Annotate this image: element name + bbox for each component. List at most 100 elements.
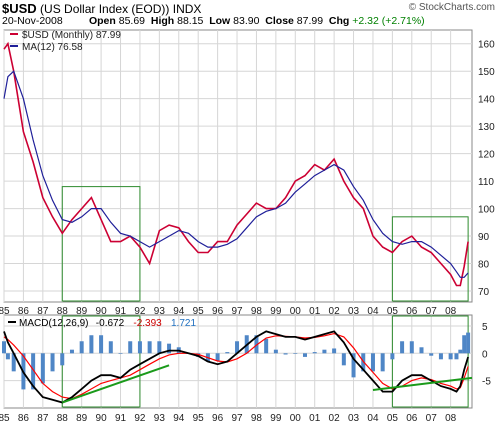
exchange: INDX [172,2,202,16]
histogram-bar [157,341,162,354]
price-y-tick-label: 90 [478,232,490,243]
histogram-bar [79,341,84,354]
histogram-bar [128,341,133,354]
histogram-bar [462,335,467,354]
histogram-bar [448,353,453,360]
histogram-bar [302,353,307,357]
legend-swatch-macd [8,321,16,323]
macd-x-tick-label: 87 [37,413,49,424]
price-y-tick-label: 120 [478,150,495,161]
histogram-bar [215,353,220,361]
legend-swatch-ma [10,45,18,47]
histogram-bar [458,349,463,354]
price-x-tick-label: 02 [329,306,341,317]
high-label: High [150,15,175,27]
macd-x-tick-label: 00 [290,413,302,424]
histogram-bar [69,349,74,354]
histogram-bar [225,352,230,354]
trend-line-1988 [61,364,170,404]
legend-ma: MA(12) 76.58 [22,42,83,53]
histogram-bar [40,353,45,384]
histogram-bar [322,349,327,354]
histogram-bar [380,353,385,372]
macd-highlight-box-2005 [391,315,469,408]
histogram-bar [332,348,337,354]
histogram-bar [429,353,434,356]
macd-x-tick-label: 08 [445,413,457,424]
macd-x-tick-label: 85 [0,413,10,424]
price-x-tick-label: 91 [115,306,127,317]
histogram-bar [283,353,288,355]
histogram-bar [438,353,443,360]
price-x-tick-label: 03 [348,306,360,317]
histogram-bar [264,338,269,354]
macd-x-tick-label: 99 [270,413,282,424]
macd-x-tick-label: 04 [367,413,379,424]
macd-y-tick-label: -5 [482,377,491,388]
histogram-bar [454,353,459,360]
histogram-bar [419,347,424,354]
legend-swatch-price [10,33,18,35]
macd-x-tick-label: 92 [134,413,146,424]
histogram-bar [341,353,346,366]
price-y-tick-label: 70 [478,287,490,298]
price-x-tick-label: 94 [173,306,185,317]
legend-price: $USD (Monthly) 87.99 [22,30,121,41]
histogram-bar [147,341,152,354]
quote-line: 20-Nov-2008 Open 85.69 High 88.15 Low 83… [2,15,425,27]
high-value: 88.15 [177,15,204,27]
macd-x-tick-label: 88 [57,413,69,424]
histogram-bar [235,341,240,354]
highlight-box-1988 [61,186,141,302]
macd-legend-item: -2.393 [133,318,162,329]
price-series-line [3,41,469,287]
histogram-bar [50,353,55,372]
low-value: 83.90 [233,15,260,27]
histogram-bar [118,353,123,354]
price-x-tick-label: 05 [387,306,399,317]
price-x-tick-label: 89 [76,306,88,317]
histogram-bar [370,353,375,372]
price-x-tick-label: 92 [134,306,146,317]
histogram-bar [60,353,65,366]
close-value: 87.99 [296,15,324,27]
open-label: Open [88,15,116,27]
low-label: Low [209,15,231,27]
price-x-tick-label: 87 [37,306,49,317]
symbol: $USD [2,1,37,16]
histogram-bar [400,341,405,354]
price-x-tick-label: 06 [406,306,418,317]
macd-x-tick-label: 96 [212,413,224,424]
histogram-bar [254,335,259,354]
macd-x-tick-label: 95 [193,413,205,424]
price-x-tick-label: 98 [251,306,263,317]
price-x-tick-label: 00 [290,306,302,317]
histogram-bar [273,349,278,354]
macd-legend-item: MACD(12,26,9) [19,318,88,329]
macd-x-tick-label: 91 [115,413,127,424]
macd-x-tick-label: 03 [348,413,360,424]
macd-x-tick-label: 86 [18,413,30,424]
price-y-tick-label: 160 [478,40,495,51]
chart-title: $USD (US Dollar Index (EOD)) INDX [2,1,201,16]
histogram-bar [167,343,172,354]
macd-y-tick-label: 5 [482,322,488,333]
histogram-bar [390,353,395,360]
macd-x-tick-label: 06 [406,413,418,424]
price-y-tick-label: 80 [478,260,490,271]
macd-legend-item: 1.721 [171,318,196,329]
macd-x-tick-label: 90 [96,413,108,424]
histogram-bar [31,353,36,390]
price-y-tick-label: 110 [478,177,494,188]
price-y-tick-label: 150 [478,67,495,78]
histogram-bar [89,335,94,354]
macd-x-tick-label: 93 [154,413,166,424]
price-x-tick-label: 96 [212,306,224,317]
macd-x-tick-label: 89 [76,413,88,424]
macd-x-tick-label: 97 [231,413,243,424]
price-x-tick-label: 99 [270,306,282,317]
histogram-bar [11,353,16,372]
macd-series-line [3,330,469,404]
chg-value: +2.32 (+2.71%) [352,15,425,27]
price-x-tick-label: 08 [445,306,457,317]
